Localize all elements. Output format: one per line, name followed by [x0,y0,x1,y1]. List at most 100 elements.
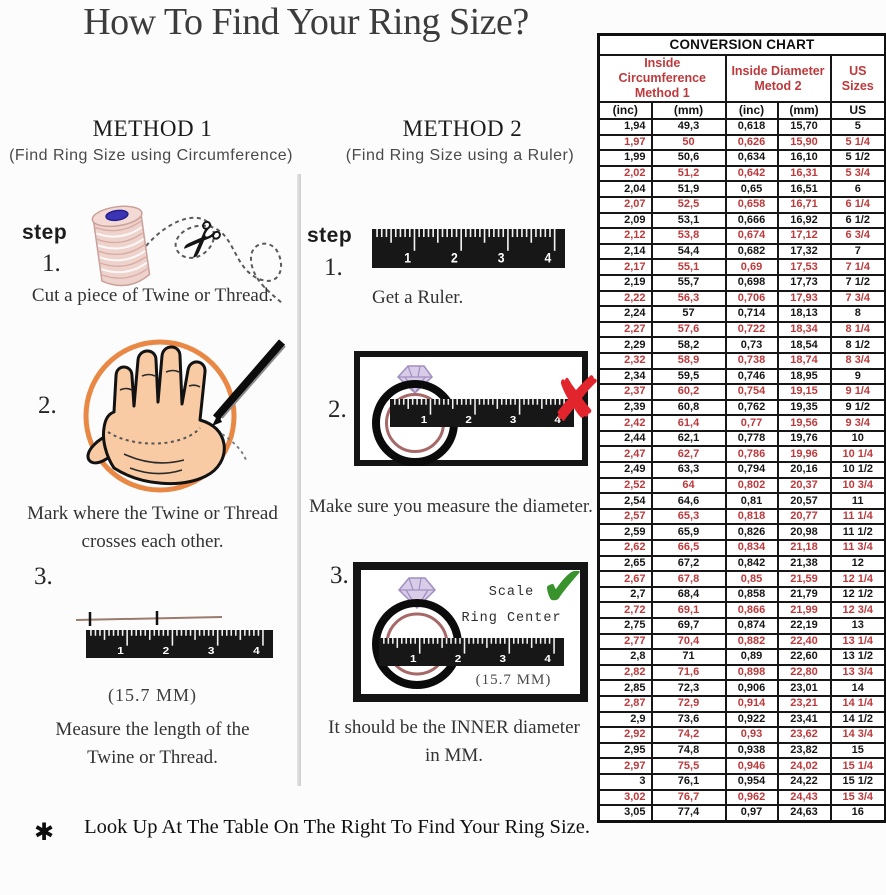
table-row: 2,34 59,5 0,746 18,95 9 [597,367,886,386]
table-cell: 24,02 [776,757,832,775]
table-cell: 19,15 [776,383,832,401]
table-cell: 15,70 [776,118,832,136]
table-cell: 77,4 [650,804,727,823]
table-cell: 60,8 [650,398,727,417]
table-cell: 9 1/4 [829,383,886,401]
table-cell: 7 1/4 [829,258,886,276]
ruler-icon: 1 2 3 4 [390,399,574,427]
twine-spool-icon [91,205,151,287]
table-cell: 5 [829,118,886,136]
table-row: 2,09 53,1 0,666 16,92 6 1/2 [597,211,886,230]
table-cell: 2,09 [597,211,653,230]
ruler-icon: 1 2 3 4 [86,630,273,658]
method1-step3-caption-line1: Measure the length of the [55,719,250,740]
method2-step3-measurement: (15.7 MM) [475,672,552,688]
table-cell: 7 3/4 [829,289,886,308]
table-row: 2,07 52,5 0,658 16,71 6 1/4 [597,195,886,214]
table-cell: 2,92 [597,726,653,744]
table-cell: 2,24 [597,305,653,323]
group-header-line: Inside Circumference [618,56,707,85]
table-cell: 19,56 [776,414,832,432]
table-cell: 9 3/4 [829,414,886,432]
table-cell: 2,85 [597,679,653,697]
table-cell: 0,89 [724,648,779,666]
table-cell: 20,77 [776,507,832,526]
table-cell: 0,698 [724,273,779,292]
diamond-icon [396,365,433,395]
table-cell: 16,92 [776,211,832,230]
table-cell: 2,02 [597,164,653,183]
table-row: 2,82 71,6 0,898 22,80 13 3/4 [597,663,886,682]
table-cell: 50 [650,133,727,152]
table-row: 2,62 66,5 0,834 21,18 11 3/4 [597,539,886,557]
table-cell: 0,786 [724,445,779,464]
table-cell: 50,6 [650,149,727,167]
table-group-header-row: Inside Circumference Method 1 Inside Dia… [597,54,886,103]
table-row: 2,32 58,9 0,738 18,74 8 3/4 [597,351,886,370]
table-cell: 15,90 [776,133,832,152]
method1-step3-measurement: (15.7 MM) [108,685,197,705]
table-group-header: Inside Diameter Metod 2 [724,54,832,103]
table-cell: 67,8 [650,570,727,588]
table-cell: 0,85 [724,570,779,588]
svg-text:4: 4 [544,250,552,266]
table-cell: 65,9 [650,523,727,542]
table-cell: 0,618 [724,118,779,136]
table-cell: 74,2 [650,726,727,744]
table-row: 2,12 53,8 0,674 17,12 6 3/4 [597,227,886,245]
table-cell: 64 [650,476,727,495]
footnote-text: Look Up At The Table On The Right To Fin… [84,816,590,838]
table-cell: 0,658 [724,195,779,214]
method2-step3-caption-line2: in MM. [424,745,484,766]
method2-step1-number: 1. [324,254,343,281]
table-cell: 2,32 [597,351,653,370]
table-cell: 56,3 [650,289,727,308]
table-cell: 18,13 [776,305,832,323]
table-cell: 0,73 [724,336,779,354]
conversion-table-body: 1,94 49,3 0,618 15,70 5 1,97 50 0,626 15,90 5 1/4… [597,118,886,823]
wrong-measurement-box: 1 2 3 4 ✘ [354,351,602,466]
table-cell: 73,6 [650,710,727,729]
table-cell: 15 [829,741,886,760]
method2-step2-number: 2. [328,396,347,423]
table-cell: 1,99 [597,149,653,167]
table-cell: 8 1/4 [829,320,886,339]
table-cell: 5 1/4 [829,133,886,152]
table-cell: 19,76 [776,429,832,448]
table-cell: 70,4 [650,632,727,651]
table-cell: 0,706 [724,289,779,308]
table-row: 3,05 77,4 0,97 24,63 16 [597,804,886,823]
table-cell: 2,42 [597,414,653,432]
table-row: 2,92 74,2 0,93 23,62 14 3/4 [597,726,886,744]
table-cell: 12 1/4 [829,570,886,588]
hand-icon [86,345,226,485]
table-cell: 2,52 [597,476,653,495]
twine-spool-scissors-illustration: ✂ [91,205,284,305]
table-cell: 2,9 [597,710,653,729]
table-cell: 7 [829,242,886,261]
table-cell: 59,5 [650,367,727,386]
table-group-header: Inside Circumference Method 1 [597,54,727,103]
table-cell: 14 1/4 [829,694,886,713]
table-cell: 2,37 [597,383,653,401]
table-cell: 51,9 [650,180,727,198]
table-row: 2,19 55,7 0,698 17,73 7 1/2 [597,273,886,292]
table-cell: 6 [829,180,886,198]
table-subheader: (mm) [650,101,727,120]
table-cell: 17,73 [776,273,832,292]
table-cell: 2,59 [597,523,653,542]
svg-text:3: 3 [498,250,505,266]
table-cell: 57 [650,305,727,323]
table-cell: 0,722 [724,320,779,339]
method1-step3-caption: Measure the length of the Twine or Threa… [5,716,300,772]
svg-text:4: 4 [253,646,260,657]
table-cell: 2,29 [597,336,653,354]
table-cell: 61,4 [650,414,727,432]
table-cell: 13 1/4 [829,632,886,651]
group-header-line: Metod 2 [754,78,802,93]
method2-subheading: (Find Ring Size using a Ruler) [345,147,575,164]
table-cell: 9 [829,367,886,386]
table-row: 2,67 67,8 0,85 21,59 12 1/4 [597,570,886,588]
table-cell: 14 3/4 [829,726,886,744]
